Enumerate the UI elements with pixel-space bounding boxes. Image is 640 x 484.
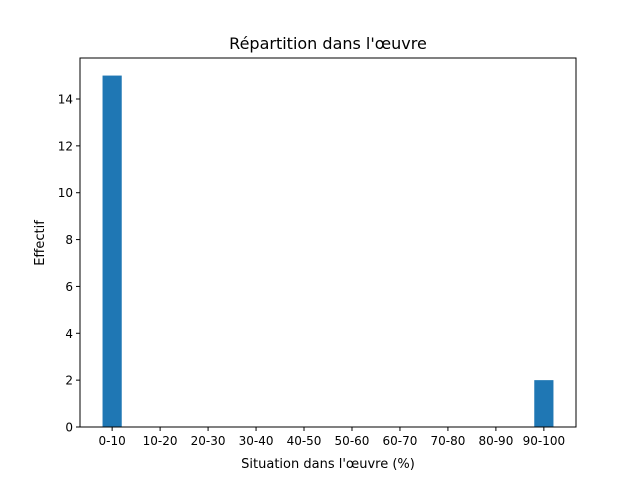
- x-tick-label: 60-70: [383, 434, 418, 448]
- x-tick-label: 0-10: [99, 434, 126, 448]
- y-tick-label: 6: [65, 280, 73, 294]
- x-tick-label: 40-50: [287, 434, 322, 448]
- chart-title: Répartition dans l'œuvre: [229, 34, 427, 53]
- y-tick-label: 8: [65, 233, 73, 247]
- x-tick-label: 20-30: [191, 434, 226, 448]
- x-tick-label: 10-20: [143, 434, 178, 448]
- y-tick-label: 12: [58, 139, 73, 153]
- y-tick-label: 2: [65, 374, 73, 388]
- y-axis-label: Effectif: [33, 220, 48, 266]
- bar-90-100: [534, 380, 554, 427]
- x-tick-label: 50-60: [335, 434, 370, 448]
- x-tick-label: 90-100: [523, 434, 566, 448]
- y-tick-label: 14: [58, 93, 73, 107]
- x-tick-label: 70-80: [430, 434, 465, 448]
- y-tick-label: 4: [65, 327, 73, 341]
- y-tick-label: 10: [58, 186, 73, 200]
- bar-0-10: [102, 75, 122, 428]
- x-tick-label: 30-40: [239, 434, 274, 448]
- x-axis-label: Situation dans l'œuvre (%): [241, 457, 415, 472]
- plot-frame: [79, 57, 577, 428]
- y-tick-label: 0: [65, 421, 73, 435]
- x-tick-label: 80-90: [478, 434, 513, 448]
